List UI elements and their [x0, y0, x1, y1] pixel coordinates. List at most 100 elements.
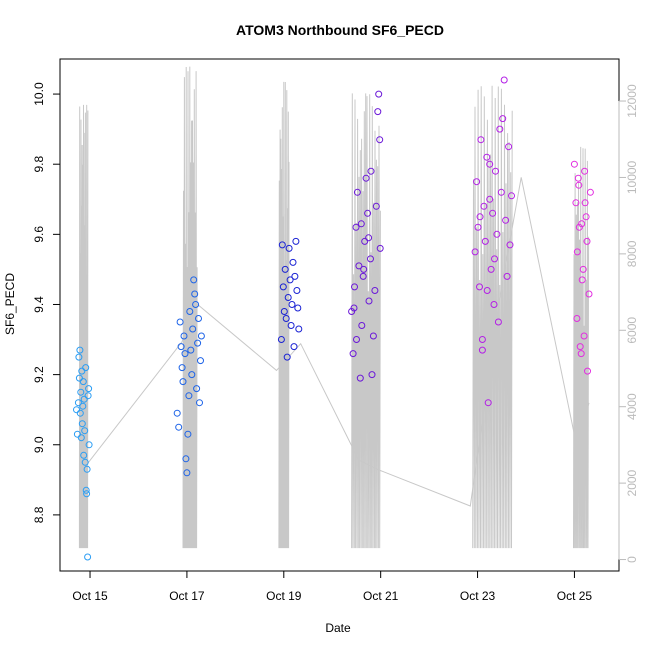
- data-point: [84, 553, 92, 561]
- data-point: [190, 276, 198, 284]
- data-point: [497, 188, 505, 196]
- y-tick-label: 10.0: [32, 82, 46, 106]
- data-point: [487, 265, 495, 273]
- data-point: [196, 399, 203, 407]
- data-point: [576, 343, 584, 351]
- data-point: [187, 346, 195, 354]
- data-point: [79, 402, 87, 410]
- data-point: [489, 209, 497, 217]
- data-point: [486, 195, 494, 203]
- data-point: [353, 188, 361, 196]
- data-point: [371, 287, 379, 294]
- data-point: [572, 199, 580, 207]
- data-point: [197, 357, 204, 365]
- data-point: [573, 248, 581, 256]
- data-point: [85, 441, 93, 449]
- data-point: [78, 420, 86, 428]
- data-point: [292, 237, 300, 245]
- data-point: [280, 308, 288, 315]
- data-point: [179, 378, 187, 386]
- data-point: [483, 153, 491, 161]
- data-point: [73, 406, 80, 414]
- data-point: [477, 136, 485, 144]
- data-point: [285, 244, 293, 252]
- y-tick-label: 9.2: [32, 366, 46, 383]
- data-point: [499, 115, 507, 123]
- data-point: [80, 395, 88, 403]
- data-point: [570, 160, 578, 168]
- data-point: [85, 385, 93, 393]
- secondary-y-axis: 0 2000 4000 6000 8000 10000 12000: [618, 84, 639, 563]
- x-tick-label: Oct 17: [169, 589, 205, 603]
- data-point: [81, 427, 89, 435]
- altitude-flight-segment: [278, 81, 290, 549]
- y-axis-label: SF6_PECD: [3, 273, 17, 335]
- data-point: [581, 199, 589, 207]
- secondary-y-tick-label: 10000: [625, 160, 639, 194]
- x-tick-label: Oct 15: [72, 589, 108, 603]
- data-point: [186, 308, 194, 315]
- data-point: [78, 367, 86, 375]
- data-point: [76, 409, 84, 417]
- data-point: [502, 216, 510, 224]
- data-point: [73, 430, 81, 438]
- data-point: [582, 213, 590, 221]
- data-point: [279, 283, 287, 291]
- data-point: [575, 181, 583, 189]
- data-point: [281, 265, 289, 273]
- data-point: [484, 399, 492, 407]
- data-point: [490, 301, 498, 308]
- chart-title: ATOM3 Northbound SF6_PECD: [236, 22, 444, 38]
- data-point: [471, 248, 479, 256]
- data-point: [578, 220, 586, 228]
- altitude-flight-segment: [573, 146, 590, 549]
- data-point: [293, 287, 301, 294]
- data-point: [75, 374, 83, 382]
- altitude-flight-segment: [351, 93, 381, 549]
- data-point: [278, 241, 286, 249]
- data-point: [493, 230, 501, 238]
- data-point: [288, 301, 296, 308]
- data-points: [73, 76, 594, 561]
- x-axis: Oct 15 Oct 17 Oct 19 Oct 21 Oct 23 Oct 25: [72, 570, 593, 603]
- data-point: [195, 315, 202, 322]
- data-point: [294, 304, 302, 312]
- altitude-trace: [78, 66, 590, 549]
- data-point: [358, 322, 366, 329]
- data-point: [575, 223, 583, 231]
- data-point: [578, 276, 586, 284]
- data-point: [192, 301, 200, 308]
- secondary-y-tick-label: 2000: [625, 469, 639, 496]
- x-tick-label: Oct 23: [460, 589, 496, 603]
- secondary-y-tick-label: 6000: [625, 317, 639, 344]
- data-point: [287, 322, 295, 329]
- data-point: [178, 364, 186, 372]
- altitude-flight-segment: [182, 66, 198, 549]
- data-point: [481, 237, 489, 245]
- data-point: [284, 294, 292, 301]
- data-point: [282, 315, 290, 322]
- data-point: [372, 202, 380, 210]
- data-point: [585, 290, 593, 298]
- data-point: [577, 350, 585, 358]
- x-tick-label: Oct 25: [557, 589, 593, 603]
- data-point: [194, 339, 202, 347]
- data-point: [193, 385, 201, 393]
- data-point: [505, 143, 513, 151]
- data-point: [290, 343, 298, 351]
- y-tick-label: 9.8: [32, 156, 46, 173]
- data-point: [362, 174, 370, 182]
- data-point: [76, 346, 84, 354]
- data-point: [183, 469, 191, 477]
- data-point: [77, 434, 85, 442]
- x-tick-label: Oct 21: [363, 589, 399, 603]
- data-point: [84, 392, 92, 400]
- data-point: [359, 272, 367, 280]
- data-point: [494, 318, 502, 326]
- data-point: [82, 486, 90, 494]
- data-point: [352, 223, 360, 231]
- data-point: [480, 202, 488, 210]
- data-point: [80, 451, 88, 459]
- data-point: [492, 167, 499, 175]
